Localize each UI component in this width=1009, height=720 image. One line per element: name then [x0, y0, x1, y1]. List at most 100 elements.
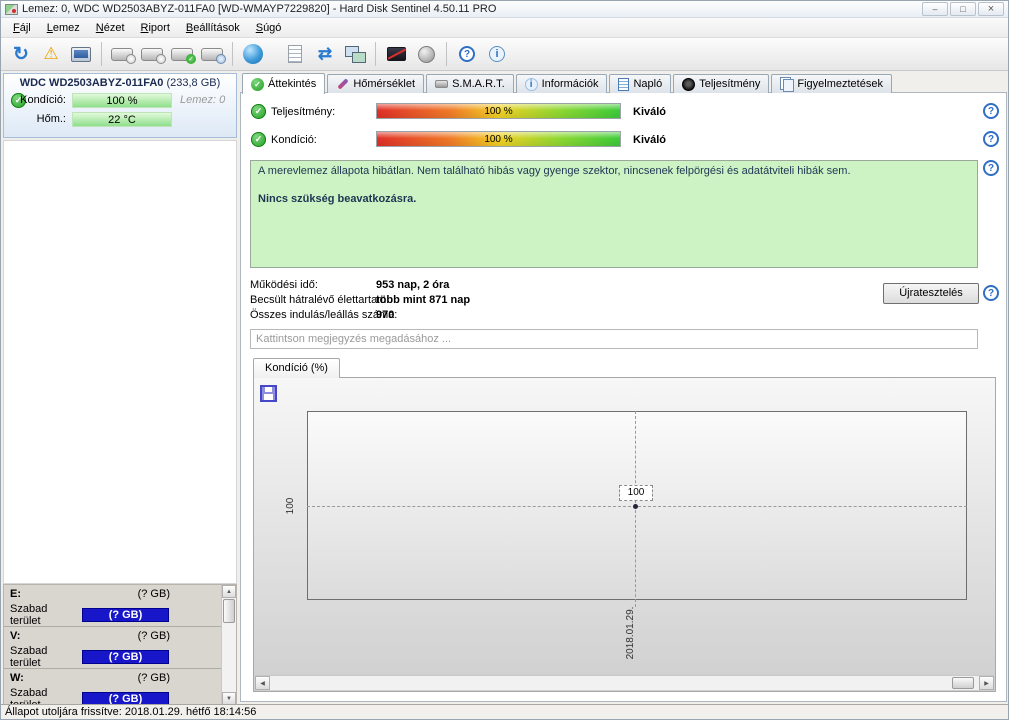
temperature-bar: 22 °C: [72, 112, 172, 127]
drive-item-e[interactable]: E: (? GB) Szabad terület (? GB): [4, 585, 221, 627]
close-button[interactable]: [978, 2, 1004, 16]
toolbar-separator: [375, 42, 376, 66]
performance-help-icon[interactable]: [983, 103, 999, 119]
drive-size: (? GB): [137, 630, 170, 642]
main-content: Áttekintés Hőmérséklet S.M.A.R.T. Inform…: [240, 71, 1007, 704]
window-title: Lemez: 0, WDC WD2503ABYZ-011FA0 [WD-WMAY…: [22, 3, 497, 15]
warning-icon: [43, 44, 58, 64]
condition-meter: 100 %: [376, 131, 621, 147]
log-icon: [618, 77, 630, 91]
monitor-button[interactable]: [67, 40, 95, 68]
sidebar-disk-card[interactable]: WDC WD2503ABYZ-011FA0 (233,8 GB) Kondíci…: [3, 73, 237, 138]
menu-report[interactable]: Riport: [140, 21, 170, 34]
free-space-label: Szabad terület: [10, 687, 48, 706]
refresh-icon: [13, 43, 29, 66]
scroll-left-arrow[interactable]: ◀: [255, 676, 270, 690]
chart-tab-condition[interactable]: Kondíció (%): [253, 358, 340, 378]
smart-icon: [435, 80, 449, 88]
performance-meter: 100 %: [376, 103, 621, 119]
drive-letter: W:: [10, 672, 24, 684]
lifetime-value: több mint 871 nap: [376, 294, 471, 306]
statusbar: Állapot utoljára frissítve: 2018.01.29. …: [1, 704, 1008, 719]
condition-chart-panel: 100 100 2018.01.29. ◀ ▶: [253, 377, 996, 692]
chart-scrollbar[interactable]: ◀ ▶: [255, 675, 994, 690]
disk-model: WDC WD2503ABYZ-011FA0: [19, 77, 164, 89]
disk-check-icon: [171, 47, 196, 64]
disk-surface-button[interactable]: [198, 40, 226, 68]
minimize-button[interactable]: [922, 2, 948, 16]
network-disks-button[interactable]: [239, 40, 267, 68]
x-axis-tick: 2018.01.29.: [625, 606, 636, 660]
condition-label: Kondíció:: [20, 94, 66, 106]
status-help-icon[interactable]: [983, 160, 999, 176]
sound-button[interactable]: [412, 40, 440, 68]
tab-smart[interactable]: S.M.A.R.T.: [426, 74, 514, 93]
info-button[interactable]: [483, 40, 511, 68]
remote-computers-button[interactable]: [341, 40, 369, 68]
retest-button[interactable]: Újratesztelés: [883, 283, 979, 304]
tab-alerts[interactable]: Figyelmeztetések: [771, 74, 892, 93]
disk-clock2-icon: [141, 47, 166, 64]
comment-input[interactable]: [250, 329, 978, 349]
disk-test-extended-button[interactable]: [138, 40, 166, 68]
monitor-edit-icon: [386, 47, 406, 61]
info-icon: [524, 77, 538, 91]
report-button[interactable]: [281, 40, 309, 68]
scroll-down-arrow[interactable]: ▼: [222, 692, 236, 705]
performance-label: Teljesítmény:: [271, 106, 336, 118]
condition-ok-icon: [251, 132, 266, 147]
drive-list-scrollbar[interactable]: ▲ ▼: [221, 585, 236, 705]
free-space-bar: (? GB): [82, 692, 169, 705]
tab-overview[interactable]: Áttekintés: [242, 73, 326, 94]
help-button[interactable]: [453, 40, 481, 68]
menu-help[interactable]: Súgó: [255, 21, 282, 34]
overview-panel: Teljesítmény: 100 % Kiváló Kondíció: 100…: [240, 92, 1007, 702]
menu-settings[interactable]: Beállítások: [185, 21, 240, 34]
disk-number-label: Lemez: 0: [180, 94, 226, 106]
menu-file[interactable]: Fájl: [13, 21, 31, 34]
tab-temperature[interactable]: Hőmérséklet: [327, 74, 425, 93]
tab-log[interactable]: Napló: [609, 74, 672, 93]
toolbar-separator: [101, 42, 102, 66]
scroll-thumb[interactable]: [223, 599, 235, 623]
warnings-button[interactable]: [37, 40, 65, 68]
free-space-bar: (? GB): [82, 650, 169, 664]
drive-item-v[interactable]: V: (? GB) Szabad terület (? GB): [4, 627, 221, 669]
menu-disk[interactable]: Lemez: [46, 21, 80, 34]
sync-button[interactable]: [311, 40, 339, 68]
condition-rating: Kiváló: [633, 134, 667, 146]
disk-size: (233,8 GB): [166, 77, 221, 89]
free-space-label: Szabad terület: [10, 603, 48, 627]
disk-header: WDC WD2503ABYZ-011FA0 (233,8 GB): [4, 74, 236, 89]
lifetime-label: Becsült hátralévő élettartam:: [250, 294, 390, 306]
retest-help-icon[interactable]: [983, 285, 999, 301]
tab-information[interactable]: Információk: [515, 74, 608, 93]
drive-item-w[interactable]: W: (? GB) Szabad terület (? GB): [4, 669, 221, 706]
crosshair-vertical: [635, 411, 636, 607]
scroll-thumb[interactable]: [952, 677, 974, 689]
speaker-icon: [417, 45, 435, 63]
app-icon: [5, 3, 18, 15]
drive-list: E: (? GB) Szabad terület (? GB) V: (? GB) S…: [3, 584, 237, 706]
power-on-time-value: 953 nap, 2 óra: [376, 279, 450, 291]
status-updated-text: Állapot utoljára frissítve: 2018.01.29. …: [5, 706, 257, 718]
menubar: Fájl Lemez Nézet Riport Beállítások Súgó: [1, 18, 1008, 38]
maximize-button[interactable]: [950, 2, 976, 16]
disk-test-short-button[interactable]: [108, 40, 136, 68]
disk-ok-button[interactable]: [168, 40, 196, 68]
condition-help-icon[interactable]: [983, 131, 999, 147]
drive-size: (? GB): [137, 672, 170, 684]
scroll-up-arrow[interactable]: ▲: [222, 585, 236, 598]
scroll-right-arrow[interactable]: ▶: [979, 676, 994, 690]
tab-performance[interactable]: Teljesítmény: [673, 74, 770, 93]
menu-view[interactable]: Nézet: [95, 21, 125, 34]
disk-ok-icon: [11, 93, 26, 108]
disk-clock-icon: [111, 47, 136, 64]
network-computers-icon: [344, 45, 366, 63]
disk-search-icon: [201, 47, 226, 64]
temperature-label: Hőm.:: [36, 113, 66, 125]
monitor-edit-button[interactable]: [382, 40, 410, 68]
refresh-button[interactable]: [7, 40, 35, 68]
save-chart-icon[interactable]: [260, 385, 277, 402]
